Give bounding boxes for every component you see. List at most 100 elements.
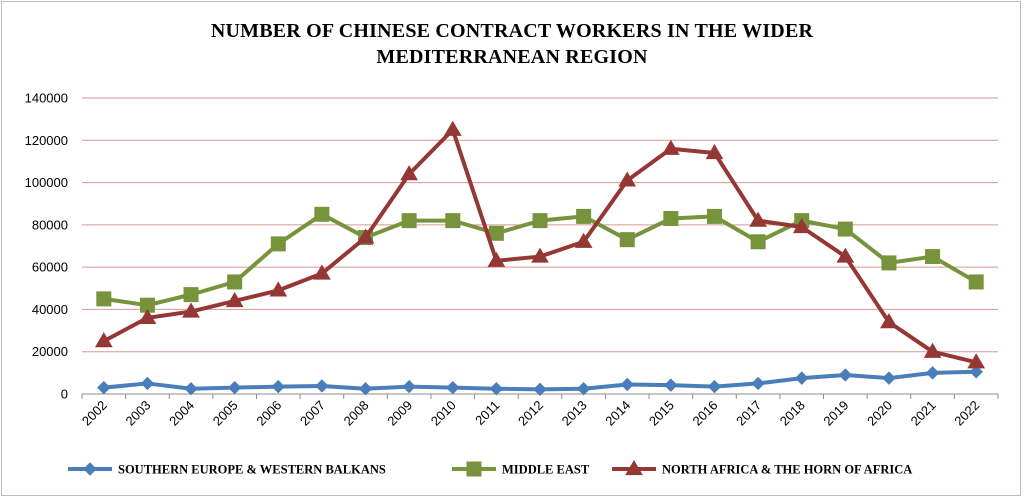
data-point	[664, 378, 678, 392]
data-point	[184, 382, 198, 396]
series-2	[94, 120, 986, 369]
y-tick-label: 120000	[25, 133, 68, 148]
data-point	[663, 211, 679, 227]
legend-entry: NORTH AFRICA & THE HORN OF AFRICA	[612, 460, 912, 477]
x-tick-label: 2011	[472, 398, 502, 428]
x-tick-label: 2020	[864, 398, 895, 429]
data-point	[533, 382, 547, 397]
data-point	[227, 274, 243, 290]
y-tick-label: 0	[61, 387, 68, 402]
x-tick-label: 2015	[646, 398, 677, 429]
x-tick-label: 2010	[428, 398, 459, 429]
series-0	[97, 365, 983, 397]
data-point	[402, 379, 416, 394]
data-point	[749, 211, 767, 227]
y-tick-label: 100000	[25, 175, 68, 190]
data-point	[271, 379, 285, 394]
x-axis: 2002 2003 2004 2005 2006 2007 2008 2009 2010 2011…	[79, 393, 999, 429]
data-point	[576, 208, 592, 224]
data-point	[446, 380, 460, 395]
data-point	[620, 377, 634, 392]
x-tick-label: 2007	[297, 398, 328, 429]
legend-entry: SOUTHERN EUROPE & WESTERN BALKANS	[68, 462, 386, 477]
chart-title-line-1: NUMBER OF CHINESE CONTRACT WORKERS IN TH…	[210, 20, 814, 42]
data-point	[838, 368, 853, 382]
data-point	[836, 247, 855, 263]
data-point	[315, 379, 329, 393]
y-tick-label: 80000	[32, 217, 68, 232]
data-point	[443, 120, 462, 136]
legend-marker	[83, 462, 97, 476]
data-point	[358, 382, 373, 396]
x-tick-label: 2009	[384, 398, 415, 429]
y-tick-label: 60000	[32, 260, 68, 275]
data-point	[138, 308, 157, 324]
data-point	[618, 171, 637, 187]
legend-label: NORTH AFRICA & THE HORN OF AFRICA	[662, 463, 912, 477]
y-tick-label: 40000	[32, 302, 68, 317]
x-tick-label: 2002	[79, 398, 110, 429]
x-tick-label: 2004	[166, 398, 197, 429]
data-point	[707, 379, 722, 394]
data-point	[96, 291, 112, 307]
data-point	[227, 380, 242, 395]
data-point	[400, 165, 419, 181]
data-point	[183, 287, 199, 303]
data-point	[532, 213, 548, 229]
data-point	[488, 225, 504, 241]
legend-label: SOUTHERN EUROPE & WESTERN BALKANS	[118, 463, 386, 477]
x-tick-label: 2006	[253, 398, 284, 429]
x-tick-label: 2003	[122, 398, 153, 429]
data-point	[94, 332, 113, 348]
data-point	[792, 217, 811, 234]
chart-title-line-2: MEDITERRANEAN REGION	[376, 46, 648, 68]
x-tick-label: 2014	[602, 398, 633, 429]
data-point	[269, 281, 288, 297]
data-point	[706, 208, 722, 224]
data-point	[925, 249, 941, 265]
x-tick-label: 2021	[908, 398, 939, 429]
data-point	[923, 342, 942, 358]
data-point	[750, 234, 766, 250]
data-point	[881, 255, 897, 271]
series	[94, 120, 986, 397]
data-point	[751, 376, 765, 391]
y-axis: 0 20000 40000 60000 80000 100000 120000 140000	[25, 91, 68, 402]
y-tick-label: 140000	[25, 91, 68, 106]
data-point	[356, 228, 375, 244]
data-point	[661, 139, 680, 155]
data-point	[925, 366, 940, 380]
legend-label: MIDDLE EAST	[502, 463, 590, 477]
data-point	[969, 365, 983, 379]
legend-entry: MIDDLE EAST	[452, 461, 590, 477]
x-tick-label: 2019	[820, 398, 851, 429]
x-tick-label: 2013	[559, 398, 590, 429]
x-tick-label: 2008	[341, 398, 372, 429]
y-tick-label: 20000	[32, 344, 68, 359]
x-tick-label: 2012	[515, 398, 546, 429]
data-point	[837, 221, 853, 237]
data-point	[619, 232, 635, 248]
data-point	[880, 313, 898, 329]
data-point	[531, 247, 549, 263]
data-point	[487, 251, 506, 267]
data-point	[97, 380, 111, 395]
legend: SOUTHERN EUROPE & WESTERN BALKANS MIDDLE …	[68, 460, 912, 477]
data-point	[140, 376, 155, 391]
x-tick-label: 2017	[733, 398, 764, 429]
data-point	[225, 291, 244, 308]
legend-marker	[466, 461, 482, 477]
x-tick-label: 2005	[210, 398, 241, 429]
data-point	[401, 213, 417, 229]
x-tick-label: 2022	[951, 398, 982, 429]
data-point	[445, 213, 461, 229]
data-point	[795, 371, 809, 385]
data-point	[967, 353, 986, 369]
data-point	[270, 236, 286, 252]
x-tick-label: 2018	[777, 398, 808, 429]
data-point	[882, 371, 896, 385]
data-point	[705, 143, 724, 160]
series-line	[101, 127, 979, 365]
data-point	[313, 264, 331, 280]
